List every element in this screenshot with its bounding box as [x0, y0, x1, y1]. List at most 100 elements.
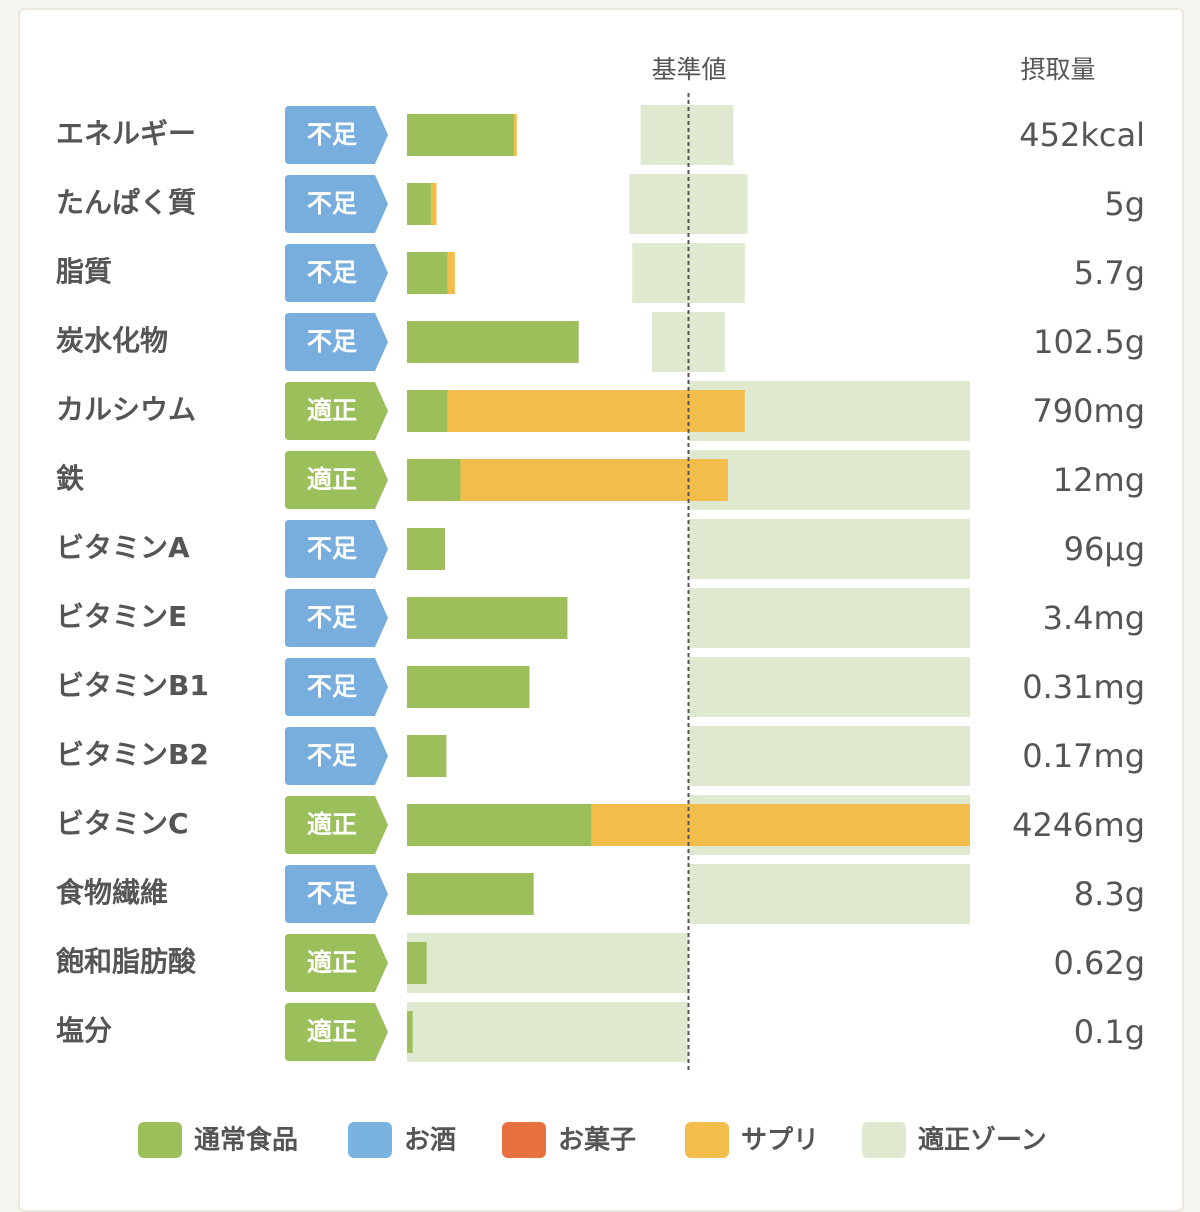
legend-swatch — [348, 1122, 392, 1158]
zone — [688, 657, 970, 717]
category-label: 飽和脂肪酸 — [56, 945, 197, 978]
legend-swatch — [862, 1122, 906, 1158]
amount: 790mg — [1032, 392, 1145, 430]
status-label: 適正 — [307, 1017, 357, 1046]
zone — [407, 933, 689, 993]
status-badge — [285, 520, 388, 578]
status-badge — [285, 589, 388, 647]
bar-segment — [407, 252, 448, 294]
amount: 102.5g — [1033, 323, 1145, 361]
amount: 0.31mg — [1022, 668, 1145, 706]
category-label: ビタミンA — [56, 531, 190, 564]
zone — [407, 1002, 689, 1062]
legend-label: サプリ — [741, 1126, 819, 1156]
bar-segment — [430, 183, 437, 225]
status-label: 不足 — [307, 741, 357, 770]
status-badge — [285, 658, 388, 716]
amount: 4246mg — [1012, 806, 1145, 844]
amount: 3.4mg — [1043, 599, 1145, 637]
legend-label: 適正ゾーン — [918, 1125, 1047, 1156]
bar-segment — [407, 390, 448, 432]
status-label: 不足 — [307, 189, 357, 218]
status-label: 不足 — [307, 672, 357, 701]
bar-segment — [447, 252, 455, 294]
legend-label: 通常食品 — [194, 1125, 298, 1156]
bar-segment — [407, 321, 579, 363]
amount: 0.17mg — [1022, 737, 1145, 775]
category-label: エネルギー — [56, 117, 196, 150]
amount: 0.1g — [1074, 1013, 1145, 1051]
category-label: ビタミンC — [56, 807, 189, 840]
status-badge — [285, 175, 388, 233]
zone — [688, 864, 970, 924]
zone — [688, 726, 970, 786]
amount: 8.3g — [1074, 875, 1145, 913]
status-badge — [285, 313, 388, 371]
status-badge — [285, 451, 388, 509]
bar-segment — [407, 597, 568, 639]
zone — [688, 450, 970, 510]
category-label: 炭水化物 — [56, 324, 168, 357]
reference-header: 基準値 — [651, 55, 726, 84]
status-label: 適正 — [307, 465, 357, 494]
status-badge — [285, 796, 388, 854]
status-label: 適正 — [307, 948, 357, 977]
legend-label: お酒 — [404, 1126, 456, 1156]
category-label: ビタミンB1 — [56, 669, 209, 702]
bar-segment — [407, 735, 447, 777]
bar-segment — [407, 183, 431, 225]
amount: 0.62g — [1053, 944, 1145, 982]
zone — [688, 588, 970, 648]
status-badge — [285, 865, 388, 923]
status-label: 不足 — [307, 327, 357, 356]
zone — [688, 519, 970, 579]
bar-segment — [407, 804, 592, 846]
status-badge — [285, 244, 388, 302]
zone — [629, 174, 748, 234]
status-label: 適正 — [307, 810, 357, 839]
amount: 452kcal — [1019, 116, 1145, 154]
status-label: 不足 — [307, 258, 357, 287]
bar-segment — [407, 942, 427, 984]
amount: 5g — [1104, 185, 1145, 223]
category-label: 脂質 — [56, 255, 112, 288]
amount-header: 摂取量 — [1020, 55, 1095, 84]
category-label: ビタミンB2 — [56, 738, 209, 771]
category-label: カルシウム — [56, 393, 196, 426]
bar-segment — [460, 459, 728, 501]
bar-segment — [407, 1011, 413, 1053]
category-label: たんぱく質 — [56, 186, 196, 219]
bar-segment — [447, 390, 745, 432]
amount: 5.7g — [1074, 254, 1145, 292]
status-label: 不足 — [307, 120, 357, 149]
legend-swatch — [138, 1122, 182, 1158]
amount: 12mg — [1053, 461, 1145, 499]
status-label: 適正 — [307, 396, 357, 425]
legend-label: お菓子 — [558, 1126, 636, 1156]
status-label: 不足 — [307, 534, 357, 563]
amount: 96μg — [1064, 530, 1145, 568]
bar-segment — [513, 114, 517, 156]
legend-swatch — [685, 1122, 729, 1158]
status-badge — [285, 1003, 388, 1061]
status-label: 不足 — [307, 603, 357, 632]
status-badge — [285, 106, 388, 164]
bar-segment — [407, 528, 446, 570]
bar-segment — [407, 459, 461, 501]
status-badge — [285, 727, 388, 785]
zone — [640, 105, 734, 165]
status-badge — [285, 382, 388, 440]
bar-segment — [407, 666, 530, 708]
category-label: ビタミンE — [56, 600, 187, 633]
category-label: 鉄 — [56, 462, 84, 495]
bar-segment — [407, 873, 534, 915]
status-badge — [285, 934, 388, 992]
category-label: 塩分 — [56, 1014, 112, 1047]
status-label: 不足 — [307, 879, 357, 908]
legend-swatch — [502, 1122, 546, 1158]
bar-segment — [591, 804, 970, 846]
bar-segment — [407, 114, 514, 156]
zone — [632, 243, 745, 303]
category-label: 食物繊維 — [56, 876, 168, 909]
